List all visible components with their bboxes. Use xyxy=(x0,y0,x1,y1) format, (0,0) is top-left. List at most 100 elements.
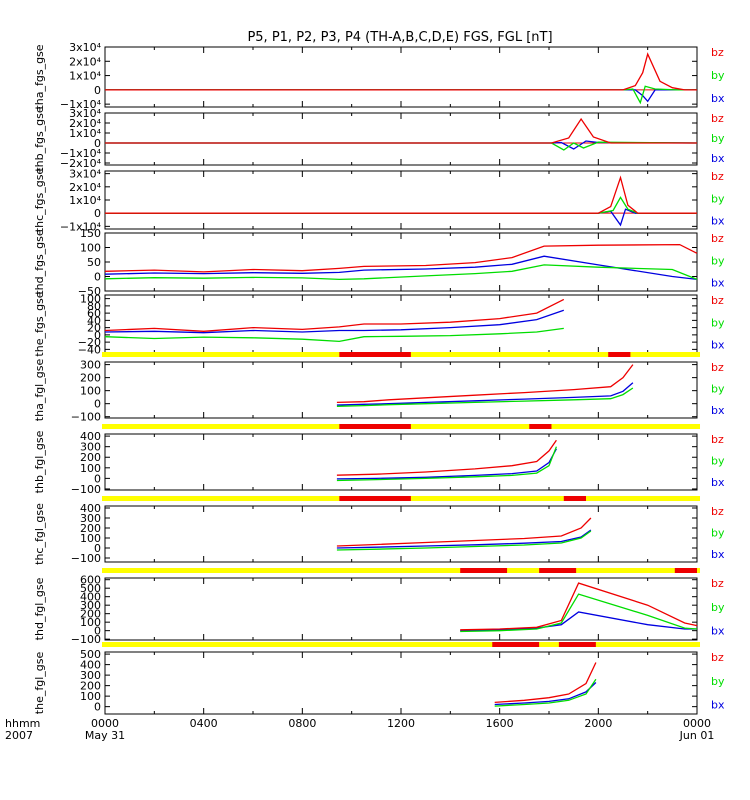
series-bz-line xyxy=(105,117,697,144)
y-tick-label: 40 xyxy=(87,314,101,327)
series-bz-line xyxy=(336,364,634,404)
y-axis-label: thd_fgs_gse xyxy=(33,229,46,295)
orbit-bar xyxy=(102,424,700,429)
series-bz-line xyxy=(336,439,557,476)
legend-by: by xyxy=(711,527,725,540)
legend-bz: bz xyxy=(711,651,724,664)
y-tick-label: 400 xyxy=(80,430,101,443)
legend-by: by xyxy=(711,455,725,468)
orbit-bar-segment xyxy=(539,568,577,573)
y-tick-label: −50 xyxy=(78,285,101,298)
x-tick-label: 0800 xyxy=(288,717,316,730)
y-tick-label: 100 xyxy=(80,532,101,545)
y-tick-label: 3x10⁴ xyxy=(69,41,102,54)
y-tick-label: 0 xyxy=(94,398,101,411)
panel-frame xyxy=(104,651,698,715)
legend-bx: bx xyxy=(711,152,725,165)
y-tick-label: 200 xyxy=(80,522,101,535)
series-by-line xyxy=(105,85,697,105)
legend-bx: bx xyxy=(711,548,725,561)
series-bz-line xyxy=(105,175,697,214)
y-tick-label: −100 xyxy=(71,411,101,424)
footer-year-label: 2007 xyxy=(5,729,33,742)
y-tick-label: 600 xyxy=(80,574,101,587)
y-tick-label: 2x10⁴ xyxy=(69,55,102,68)
y-tick-label: 400 xyxy=(80,659,101,672)
legend-bx: bx xyxy=(711,215,725,228)
legend-bx: bx xyxy=(711,404,725,417)
series-by-line xyxy=(336,446,558,482)
legend-bx: bx xyxy=(711,476,725,489)
legend-by: by xyxy=(711,132,725,145)
orbit-bar-segment xyxy=(339,424,411,429)
legend-bz: bz xyxy=(711,433,724,446)
orbit-bar-segment xyxy=(674,568,697,573)
legend-by: by xyxy=(711,254,725,267)
series-bz-line xyxy=(104,298,565,332)
y-axis-label: thc_fgl_gse xyxy=(33,503,46,565)
y-tick-label: 1x10⁴ xyxy=(69,127,102,140)
panel-frame xyxy=(104,577,698,641)
y-tick-label: 500 xyxy=(80,648,101,661)
y-tick-label: 2x10⁴ xyxy=(69,181,102,194)
y-tick-label: 100 xyxy=(80,242,101,255)
panel-frame xyxy=(104,46,698,108)
y-tick-label: 0 xyxy=(94,271,101,284)
y-tick-label: 2x10⁴ xyxy=(69,117,102,130)
y-tick-label: −100 xyxy=(71,552,101,565)
y-tick-label: −40 xyxy=(78,343,101,356)
series-by-line xyxy=(336,387,634,407)
series-by-line xyxy=(494,678,597,707)
panel-frame xyxy=(104,170,698,230)
y-axis-label: thd_fgl_gse xyxy=(33,577,46,640)
series-bx-line xyxy=(336,382,634,406)
y-tick-label: 50 xyxy=(87,256,101,269)
legend-bz: bz xyxy=(711,170,724,183)
legend-by: by xyxy=(711,675,725,688)
y-tick-label: 60 xyxy=(87,307,101,320)
y-tick-label: −2x10⁴ xyxy=(60,157,102,170)
y-tick-label: 200 xyxy=(80,608,101,621)
y-tick-label: 0 xyxy=(94,84,101,97)
x-tick-label: 0000 xyxy=(683,717,711,730)
legend-bx: bx xyxy=(711,277,725,290)
series-by-line xyxy=(105,196,697,214)
legend-by: by xyxy=(711,316,725,329)
y-tick-label: 3x10⁴ xyxy=(69,168,102,181)
series-bx-line xyxy=(104,255,698,281)
orbit-bar-segment xyxy=(529,424,552,429)
y-tick-label: −20 xyxy=(78,336,101,349)
y-tick-label: 100 xyxy=(80,690,101,703)
y-tick-label: 1x10⁴ xyxy=(69,194,102,207)
footer-hhmm-label: hhmm xyxy=(5,717,40,730)
legend-bz: bz xyxy=(711,112,724,125)
y-tick-label: 100 xyxy=(80,385,101,398)
orbit-bar-segment xyxy=(460,568,508,573)
series-bx-line xyxy=(105,89,697,103)
orbit-bar xyxy=(102,642,700,647)
x-tick-label: 0400 xyxy=(190,717,218,730)
legend-by: by xyxy=(711,69,725,82)
y-tick-label: 0 xyxy=(94,542,101,555)
series-by-line xyxy=(104,327,564,343)
series-bz-line xyxy=(104,243,698,273)
legend-bx: bx xyxy=(711,92,725,105)
orbit-bar-background xyxy=(102,568,700,573)
x-tick-label: 0000 xyxy=(91,717,119,730)
legend-bz: bz xyxy=(711,361,724,374)
y-tick-label: 300 xyxy=(80,512,101,525)
y-axis-label: thb_fgl_gse xyxy=(33,430,46,493)
y-tick-label: 0 xyxy=(94,625,101,638)
panel-frame xyxy=(104,361,698,419)
legend-by: by xyxy=(711,192,725,205)
series-bx-line xyxy=(494,682,597,706)
y-axis-label: the_fgs_gse xyxy=(33,291,46,356)
panel-frame xyxy=(104,433,698,491)
y-axis-label: tha_fgs_gse xyxy=(33,44,46,109)
